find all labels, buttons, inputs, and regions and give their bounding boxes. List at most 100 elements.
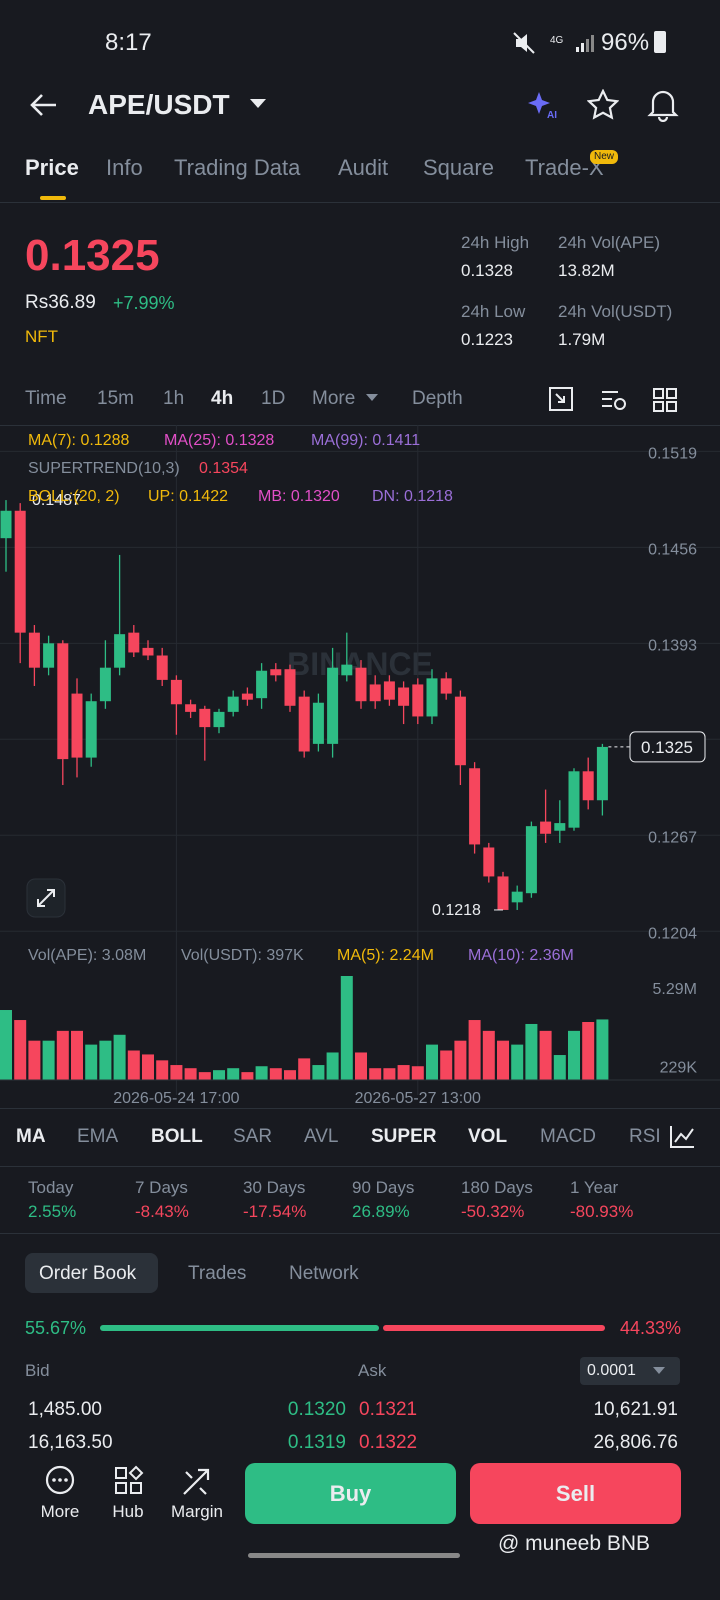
tab[interactable]: Info — [106, 155, 143, 180]
interval[interactable]: 1D — [261, 388, 286, 409]
candle-body — [383, 681, 395, 700]
volume-bar — [539, 1030, 552, 1080]
stat-label: 24h Vol(USDT) — [558, 302, 673, 321]
ma-legend: MA(99): 0.1411 — [311, 432, 421, 449]
ma-legend: MA(25): 0.1328 — [164, 432, 275, 449]
nav-label[interactable]: Margin — [171, 1502, 223, 1521]
nav-label[interactable]: Hub — [112, 1502, 144, 1521]
ai-icon[interactable]: AI — [527, 90, 561, 120]
book-tab[interactable]: Network — [289, 1263, 359, 1284]
candle-body — [28, 632, 40, 668]
boll-legend: BOLL:(20, 2) — [28, 488, 120, 505]
period-change: -50.32% — [461, 1202, 525, 1221]
period-label: 1 Year — [570, 1178, 619, 1197]
interval[interactable]: 15m — [97, 388, 134, 409]
bid-price: 0.1320 — [287, 1399, 346, 1420]
ma-legend: MA(7): 0.1288 — [28, 432, 130, 449]
interval[interactable]: Depth — [412, 388, 463, 409]
nav-icons[interactable] — [40, 1464, 220, 1498]
expand-button[interactable] — [26, 878, 66, 918]
indicator-tab[interactable]: SUPER — [371, 1126, 437, 1147]
alert-icon[interactable] — [647, 88, 679, 122]
volume-bar — [426, 1044, 438, 1080]
sell-label[interactable]: Sell — [555, 1481, 596, 1506]
period-change: -80.93% — [570, 1202, 634, 1221]
tab[interactable]: Trade-X — [525, 155, 604, 180]
candle-body — [426, 678, 438, 717]
volume-bar — [156, 1060, 169, 1080]
volume-bar — [71, 1030, 83, 1080]
bid-header: Bid — [25, 1361, 50, 1380]
y-tick-label: 0.1204 — [648, 925, 697, 942]
candle-body — [327, 667, 339, 744]
chart-tools[interactable] — [548, 386, 688, 414]
precision-caret[interactable] — [652, 1366, 666, 1376]
sell-button[interactable] — [470, 1463, 681, 1524]
nav-label[interactable]: More — [40, 1502, 80, 1521]
indicator-tab[interactable]: BOLL — [151, 1126, 203, 1147]
candle-body — [256, 670, 268, 699]
bid-amount: 16,163.50 — [28, 1432, 113, 1453]
volume-bar — [255, 1066, 268, 1080]
buy-label[interactable]: Buy — [329, 1481, 372, 1506]
more-caret[interactable] — [365, 393, 379, 403]
indicator-tab[interactable]: RSI — [629, 1126, 661, 1147]
candle-body — [511, 891, 523, 903]
volume-bar — [42, 1040, 55, 1080]
y-tick-label: 0.1456 — [648, 541, 697, 558]
tab-pill — [25, 1253, 158, 1293]
y-tick-label: 0.1519 — [648, 445, 697, 462]
x-tick-label: 2026-05-24 17:00 — [113, 1090, 239, 1105]
indicator-tab[interactable]: MACD — [540, 1126, 596, 1147]
boll-legend: UP: 0.1422 — [148, 488, 229, 505]
candle-body — [497, 876, 509, 910]
y-tick-label: 0.1393 — [648, 637, 697, 654]
back-button[interactable] — [28, 92, 58, 118]
volume-bar — [454, 1040, 467, 1080]
interval[interactable]: 4h — [211, 388, 234, 409]
volume-bar — [383, 1068, 396, 1080]
volume-bar — [511, 1044, 524, 1080]
book-tab[interactable]: Trades — [188, 1263, 247, 1284]
precision[interactable]: 0.0001 — [587, 1362, 636, 1379]
tab[interactable]: Audit — [338, 155, 389, 180]
tab-indicator — [40, 196, 66, 200]
buy-button[interactable] — [245, 1463, 456, 1524]
period-label: 7 Days — [135, 1178, 188, 1197]
volume-bar — [468, 1020, 481, 1080]
candle-body — [99, 667, 111, 702]
indicator-tab[interactable]: EMA — [77, 1126, 119, 1147]
bid-bar — [100, 1325, 380, 1331]
divider — [0, 1233, 720, 1234]
candle-body — [142, 647, 154, 656]
volume-bar — [213, 1070, 225, 1080]
favorite-icon[interactable] — [587, 89, 619, 121]
indicator-settings[interactable] — [668, 1124, 696, 1150]
last-price-label: 0.1325 — [641, 738, 693, 757]
indicator-tab[interactable]: VOL — [468, 1126, 508, 1147]
volume-tick-label: 5.29M — [653, 981, 697, 998]
ask-bar — [383, 1325, 605, 1331]
indicator-tab[interactable]: MA — [16, 1126, 46, 1147]
bid-price: 0.1319 — [287, 1432, 346, 1453]
period-change: 26.89% — [352, 1202, 410, 1221]
candle-body — [0, 510, 12, 539]
tab[interactable]: Price — [25, 155, 79, 180]
interval[interactable]: More — [312, 388, 356, 409]
indicator-tab[interactable]: SAR — [233, 1126, 273, 1147]
indicator-tab[interactable]: AVL — [304, 1126, 339, 1147]
candle-body — [440, 678, 452, 694]
tab[interactable]: Square — [423, 155, 494, 180]
tab[interactable]: Trading Data — [174, 155, 301, 180]
bid-amount: 1,485.00 — [28, 1399, 102, 1420]
book-tab[interactable]: Order Book — [39, 1263, 137, 1284]
volume-bar — [596, 1019, 609, 1080]
pair-caret[interactable] — [249, 98, 267, 110]
volume-bar — [0, 1010, 12, 1080]
precision-box[interactable] — [580, 1357, 680, 1385]
pair-title[interactable]: APE/USDT — [88, 89, 230, 120]
candle-body — [312, 702, 324, 744]
interval[interactable]: 1h — [163, 388, 185, 409]
interval[interactable]: Time — [25, 388, 67, 409]
volume-legend: Vol(USDT): 397K — [181, 947, 304, 964]
